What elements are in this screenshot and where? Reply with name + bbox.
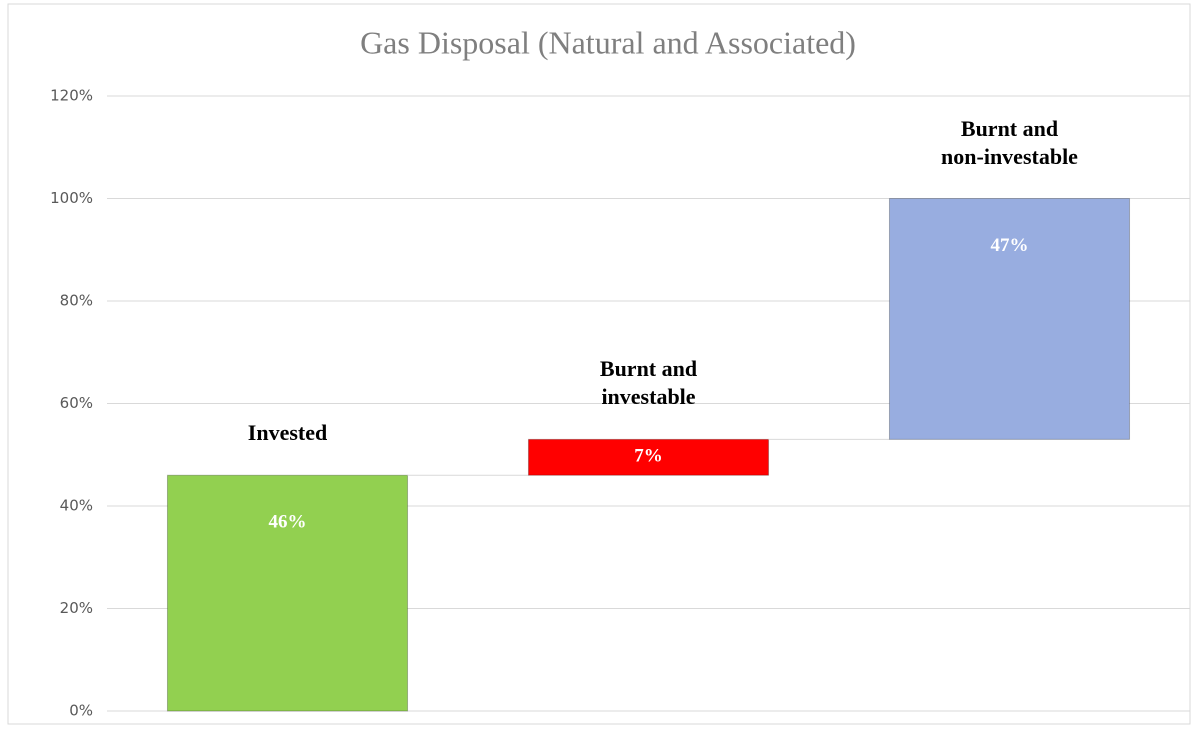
y-tick-label: 60% [60, 394, 93, 412]
y-tick-label: 20% [60, 599, 93, 617]
data-label: 46% [269, 512, 307, 533]
y-tick-label: 100% [50, 189, 93, 207]
data-label: 7% [634, 446, 663, 467]
category-label: Invested [247, 420, 328, 446]
bar [166, 474, 409, 712]
y-tick-label: 120% [50, 87, 93, 105]
bar [527, 438, 770, 476]
y-tick-label: 0% [69, 702, 93, 720]
category-label: Burnt and non-investable [941, 115, 1078, 169]
data-label: 47% [991, 235, 1029, 256]
chart-title: Gas Disposal (Natural and Associated) [360, 24, 856, 60]
y-tick-label: 40% [60, 497, 93, 515]
bar [888, 198, 1131, 440]
y-tick-label: 80% [60, 292, 93, 310]
category-label: Burnt and investable [599, 356, 698, 410]
